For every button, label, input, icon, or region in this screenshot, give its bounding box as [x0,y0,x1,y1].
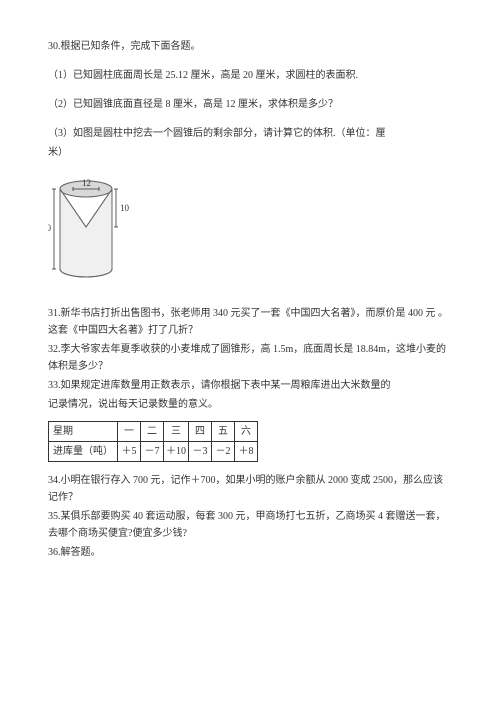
q30-part3b: 米） [48,144,452,161]
col-h-5: 六 [235,422,258,442]
cell-1: －7 [141,442,164,462]
row-header-2: 进库量（吨） [49,442,118,462]
label-cyl-height: 20 [48,223,52,233]
q32: 32.李大爷家去年夏季收获的小麦堆成了圆锥形，高 1.5m，底面周长是 18.8… [48,341,452,375]
q31: 31.新华书店打折出售图书，张老师用 340 元买了一套《中国四大名著》，而原价… [48,305,452,339]
row-header-1: 星期 [49,422,118,442]
q30-part1: （1）已知圆柱底面周长是 25.12 厘米，高是 20 厘米，求圆柱的表面积. [48,67,452,84]
col-h-4: 五 [212,422,235,442]
cell-5: ＋8 [235,442,258,462]
col-h-1: 二 [141,422,164,442]
cell-4: －2 [212,442,235,462]
cell-0: ＋5 [118,442,141,462]
table-row: 进库量（吨） ＋5 －7 ＋10 －3 －2 ＋8 [49,442,258,462]
q36: 36.解答题。 [48,544,452,561]
page: 30.根据已知条件，完成下面各题。 （1）已知圆柱底面周长是 25.12 厘米，… [0,0,500,707]
q30-part3a: （3）如图是圆柱中挖去一个圆锥后的剩余部分，请计算它的体积.（单位：厘 [48,125,452,142]
cell-2: ＋10 [164,442,189,462]
q33-line1: 33.如果规定进库数量用正数表示，请你根据下表中某一周粮库进出大米数量的 [48,377,452,394]
label-cone-height: 10 [120,203,130,213]
q35: 35.某俱乐部要购买 40 套运动服，每套 300 元，甲商场打七五折，乙商场买… [48,508,452,542]
cell-3: －3 [189,442,212,462]
label-top-width: 12 [82,178,91,188]
col-h-2: 三 [164,422,189,442]
stock-table: 星期 一 二 三 四 五 六 进库量（吨） ＋5 －7 ＋10 －3 －2 ＋8 [48,421,258,462]
table-row: 星期 一 二 三 四 五 六 [49,422,258,442]
cylinder-cone-figure: 12 10 20 [48,175,452,291]
col-h-0: 一 [118,422,141,442]
figure-svg: 12 10 20 [48,175,148,285]
col-h-3: 四 [189,422,212,442]
q30-part2: （2）已知圆锥底面直径是 8 厘米，高是 12 厘米，求体积是多少？ [48,96,452,113]
q34: 34.小明在银行存入 700 元，记作＋700，如果小明的账户余额从 2000 … [48,472,452,506]
q33-line2: 记录情况，说出每天记录数量的意义。 [48,396,452,413]
q30-title: 30.根据已知条件，完成下面各题。 [48,38,452,55]
